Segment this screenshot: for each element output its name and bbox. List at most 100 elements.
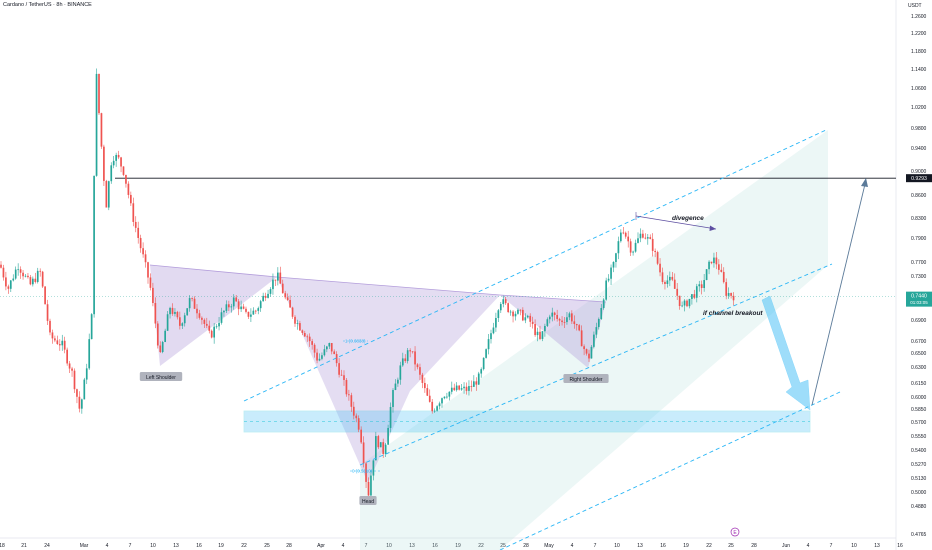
candle-body [588, 353, 590, 359]
candle-body [522, 309, 524, 321]
candle-body [387, 427, 389, 445]
candle-body [90, 314, 93, 340]
candle-body [220, 312, 223, 323]
candle-body [534, 324, 536, 336]
candle-body [433, 410, 436, 412]
candle-body [551, 312, 554, 317]
candle-body [367, 481, 370, 496]
candle-body [254, 310, 257, 312]
candle-body [531, 321, 534, 325]
candle-body [98, 73, 100, 114]
time-tick-label: 28 [523, 543, 529, 549]
price-tick-label: 0.7900 [911, 236, 927, 242]
candle-body [54, 338, 56, 341]
candle-body [487, 339, 490, 350]
candle-body [350, 395, 353, 407]
candle-body [269, 289, 272, 294]
time-tick-label: 4 [571, 543, 574, 549]
candle-body [463, 386, 465, 389]
candle-body [303, 332, 306, 337]
time-tick-label: 7 [830, 543, 833, 549]
candle-body [539, 331, 541, 339]
candle-body [389, 406, 392, 428]
candle-body [634, 242, 637, 252]
time-tick-label: 4 [106, 543, 109, 549]
price-tick-label: 1.2600 [911, 14, 927, 20]
time-tick-label: May [544, 543, 554, 549]
candle-body [93, 175, 95, 315]
candle-body [83, 379, 86, 400]
time-tick-label: 28 [286, 543, 292, 549]
price-tick-label: 0.8600 [911, 193, 927, 199]
candle-body [14, 269, 17, 279]
candle-body [240, 306, 242, 310]
candle-body [421, 374, 424, 383]
current-price-tag-bg [906, 291, 932, 307]
candle-body [399, 365, 402, 380]
candle-body [100, 113, 103, 147]
candle-body [465, 386, 468, 391]
candle-body [142, 248, 144, 255]
time-tick-label: 7 [365, 543, 368, 549]
candle-body [727, 293, 730, 296]
candle-body [617, 241, 620, 254]
candle-body [188, 298, 191, 309]
candle-body [477, 373, 480, 385]
candle-body [110, 165, 113, 182]
candle-body [17, 269, 19, 271]
candle-body [475, 381, 478, 385]
candles [0, 68, 735, 500]
candle-body [509, 311, 512, 313]
candle-body [274, 279, 277, 281]
candle-body [313, 344, 316, 353]
candle-body [732, 295, 735, 301]
candle-body [103, 146, 105, 181]
candle-body [223, 310, 225, 313]
right-shoulder-fill [500, 295, 606, 368]
head-label: Head [362, 499, 374, 505]
candle-body [725, 282, 728, 296]
price-tick-label: 0.5700 [911, 420, 927, 426]
chart-title: Cardano / TetherUS · 8h · BINANCE [3, 2, 92, 8]
price-tick-label: 0.6900 [911, 318, 927, 324]
candle-body [499, 304, 502, 311]
time-tick-label: 13 [173, 543, 179, 549]
time-tick-label: 16 [432, 543, 438, 549]
candle-body [370, 475, 372, 496]
candle-body [563, 322, 566, 323]
candle-body [333, 351, 336, 355]
candle-body [544, 325, 546, 332]
candle-body [132, 203, 135, 222]
candle-body [22, 272, 24, 277]
candle-body [691, 294, 693, 299]
candle-body [453, 387, 456, 391]
divergence-line [635, 215, 717, 230]
time-tick-label: 16 [897, 543, 903, 549]
price-tick-label: 1.1400 [911, 67, 927, 73]
candle-body [112, 160, 115, 166]
candle-body [485, 349, 487, 358]
candle-body [228, 304, 230, 308]
time-tick-label: 7 [129, 543, 132, 549]
candle-body [595, 327, 598, 335]
candle-body [651, 238, 654, 251]
price-tick-label: 0.7700 [911, 260, 927, 266]
candle-body [654, 250, 656, 253]
candle-body [646, 237, 649, 239]
candle-body [284, 293, 287, 298]
candle-body [85, 368, 88, 380]
candle-body [117, 154, 120, 158]
candle-body [237, 301, 240, 310]
candle-body [58, 344, 61, 346]
candle-body [600, 308, 603, 320]
candle-body [507, 303, 509, 313]
candle-body [196, 308, 198, 314]
candle-body [63, 340, 66, 350]
candle-body [71, 368, 73, 371]
candle-body [105, 180, 108, 208]
candle-body [250, 314, 252, 317]
candle-body [632, 251, 634, 253]
candle-body [419, 367, 421, 375]
